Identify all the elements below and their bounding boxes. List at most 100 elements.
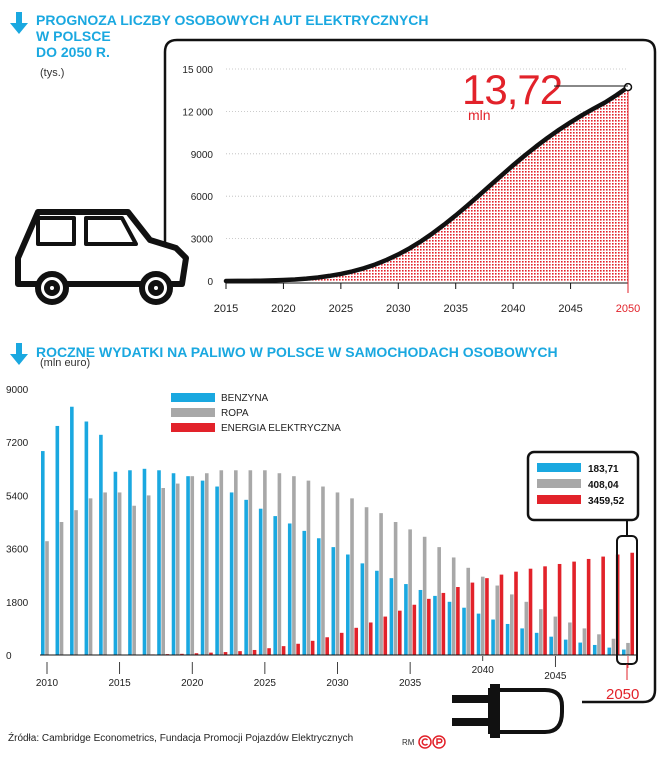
- bar: [514, 571, 518, 655]
- x-tick-label: 2020: [271, 303, 295, 315]
- bar: [437, 547, 441, 655]
- bar: [113, 471, 118, 655]
- source-note: Źródła: Cambridge Econometrics, Fundacja…: [8, 733, 354, 744]
- bar: [74, 510, 78, 655]
- bar: [186, 476, 190, 655]
- bar: [281, 646, 286, 655]
- legend-label: ROPA: [221, 408, 249, 419]
- bar: [142, 468, 147, 655]
- bar: [88, 498, 93, 655]
- bar: [499, 574, 504, 655]
- bar: [238, 651, 242, 655]
- top-title-line-2: W POLSCE: [36, 28, 111, 44]
- forecast-area-chart: 0 3000 6000 9000 12 000 15 000 2015 2020 2025 203…: [182, 65, 640, 315]
- legend-label: ENERGIA ELEKTRYCZNA: [221, 423, 341, 434]
- bar: [553, 616, 558, 655]
- top-title-line-1: PROGNOZA LICZBY OSOBOWYCH AUT ELEKTRYCZN…: [36, 12, 429, 28]
- bar: [194, 653, 199, 655]
- bar: [346, 554, 350, 655]
- x-tick-label: 2035: [443, 303, 467, 315]
- legend-label: BENZYNA: [221, 393, 269, 404]
- bar: [528, 568, 533, 655]
- y-tick-label: 3000: [191, 235, 214, 246]
- bar: [568, 622, 572, 655]
- callout-value: 13,72: [462, 66, 562, 113]
- y-tick-label: 9000: [191, 150, 214, 161]
- bar: [84, 421, 89, 655]
- bar: [557, 563, 562, 655]
- x-tick-label: 2030: [326, 678, 349, 689]
- bar: [229, 492, 234, 655]
- bottom-chart-title: ROCZNE WYDATKI NA PALIWO W POLSCE W SAMO…: [36, 344, 558, 360]
- bar: [470, 582, 475, 655]
- bar: [171, 473, 176, 655]
- y-tick-label: 6000: [191, 192, 214, 203]
- bar: [611, 638, 616, 655]
- y-tick-label: 0: [6, 651, 12, 662]
- bar: [543, 566, 547, 655]
- x-tick-label: 2020: [181, 678, 204, 689]
- bar: [524, 601, 529, 655]
- y-tick-label: 9000: [6, 385, 29, 396]
- bar: [252, 649, 257, 655]
- x-tick-label: 2050: [616, 303, 640, 315]
- values-legend-box: 183,71 408,04 3459,52: [526, 450, 640, 680]
- bar: [360, 563, 365, 655]
- legend-swatch: [171, 393, 215, 402]
- bar: [626, 642, 630, 655]
- bar: [244, 499, 248, 655]
- area-fill: [226, 87, 628, 281]
- bar: [495, 585, 500, 655]
- bar: [146, 495, 151, 655]
- y-tick-label: 1800: [6, 598, 29, 609]
- bar: [368, 622, 373, 655]
- value-swatch-ropa: [537, 479, 581, 488]
- bar: [597, 634, 601, 655]
- x-tick-label: 2030: [386, 303, 410, 315]
- bar: [310, 640, 315, 655]
- bar: [505, 623, 510, 655]
- bar: [539, 609, 543, 655]
- bar: [128, 470, 132, 655]
- y-tick-label: 15 000: [182, 65, 213, 76]
- x-tick-label: 2040: [472, 665, 495, 676]
- bar: [408, 529, 412, 655]
- bar: [234, 470, 238, 655]
- bar: [520, 628, 524, 655]
- x-tick-label: 2035: [399, 678, 422, 689]
- bar: [586, 558, 591, 655]
- bar: [404, 584, 408, 655]
- bar: [350, 498, 354, 655]
- bar: [209, 652, 213, 655]
- end-point: [623, 82, 633, 92]
- bar: [393, 522, 398, 655]
- value-energia: 3459,52: [588, 496, 625, 507]
- bar: [364, 507, 369, 655]
- y-tick-label: 3600: [6, 545, 29, 556]
- bar: [267, 648, 271, 655]
- legend-swatch: [171, 423, 215, 432]
- bar: [375, 570, 379, 655]
- bar: [161, 488, 165, 655]
- cable-frame: [163, 38, 657, 704]
- x-tick-label: 2040: [501, 303, 525, 315]
- credit-text: RM: [402, 737, 415, 747]
- value-swatch-benzyna: [537, 463, 581, 472]
- x-tick-label: 2045: [558, 303, 582, 315]
- y-tick-label: 12 000: [182, 107, 213, 118]
- bar: [572, 561, 576, 655]
- bar: [223, 652, 228, 655]
- bar: [339, 632, 344, 655]
- bar: [335, 492, 340, 655]
- copyright-icon: [418, 735, 447, 749]
- bar: [398, 610, 402, 655]
- bar: [132, 505, 136, 655]
- top-chart-title: PROGNOZA LICZBY OSOBOWYCH AUT ELEKTRYCZN…: [36, 12, 429, 60]
- bar: [296, 643, 300, 655]
- bar: [563, 639, 568, 655]
- bar: [456, 587, 460, 655]
- arrow-down-icon: [10, 12, 28, 34]
- bar: [592, 644, 597, 655]
- bar: [441, 592, 446, 655]
